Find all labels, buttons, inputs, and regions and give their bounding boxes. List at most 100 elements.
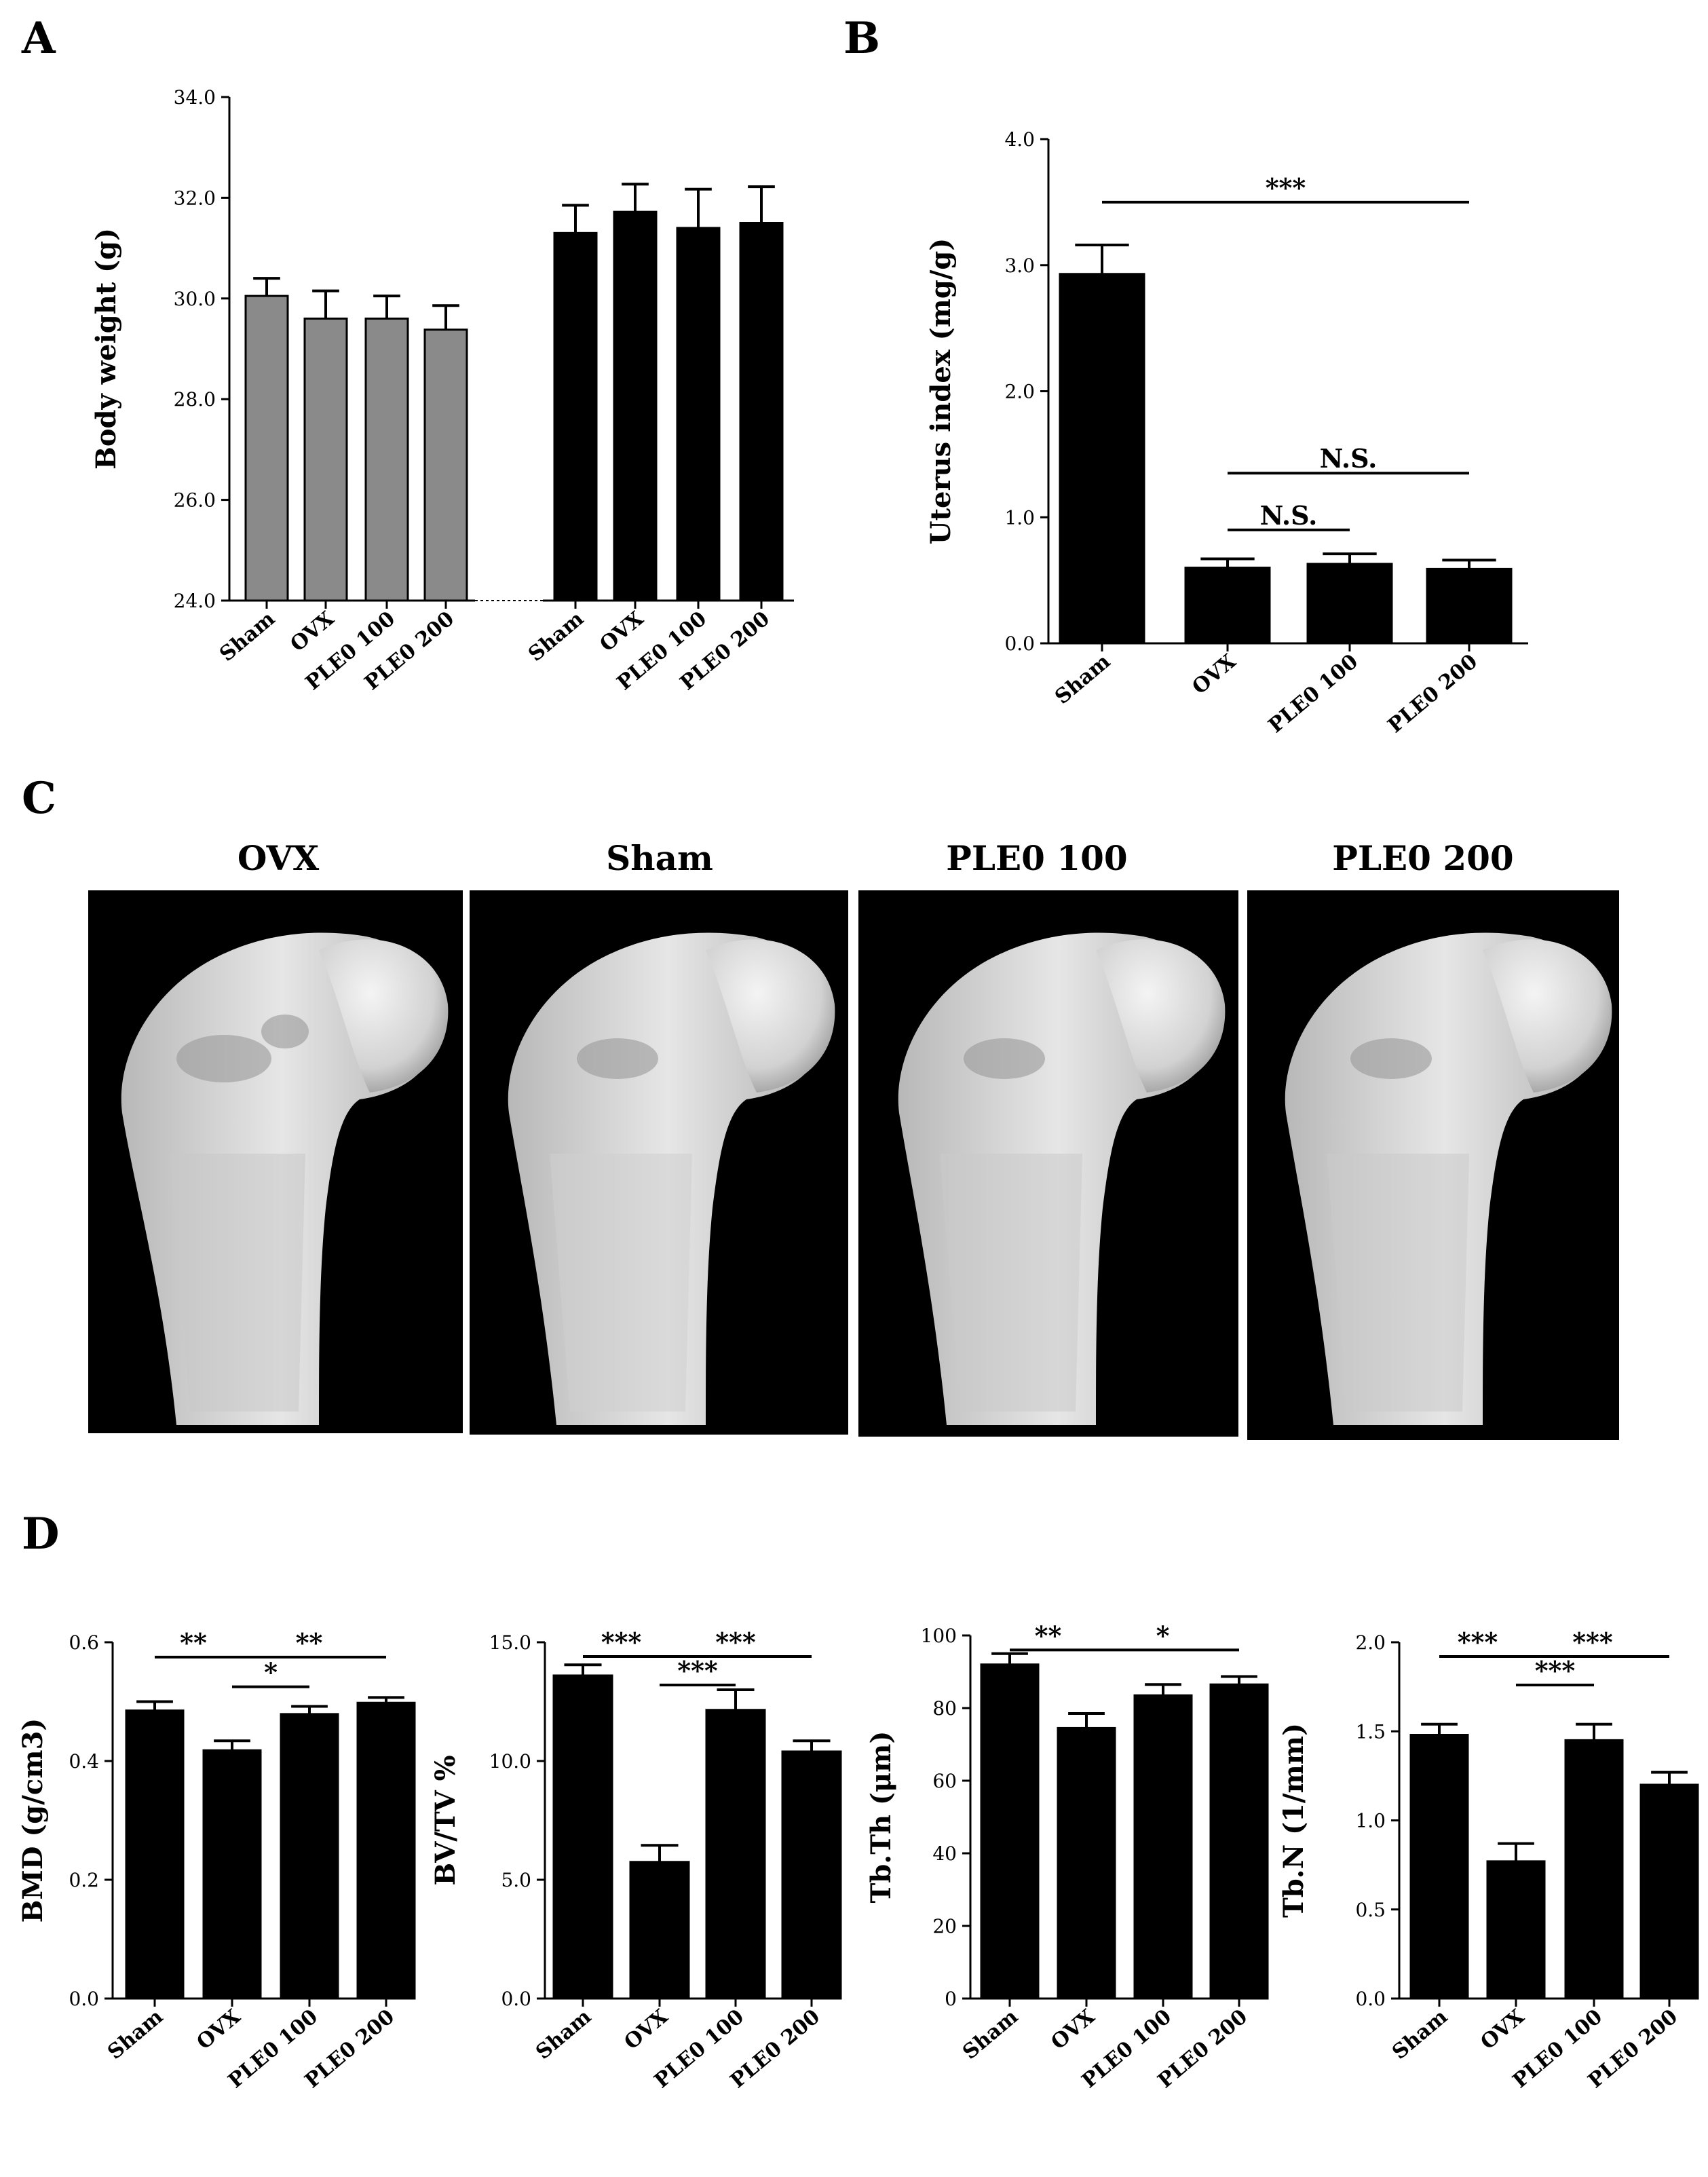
y-axis-title: Tb.Th (μm) <box>865 1731 897 1904</box>
y-axis-title: Uterus index (mg/g) <box>925 238 957 545</box>
bar-ovx <box>1486 1860 1546 2000</box>
y-tick-label: 40 <box>932 1842 957 1865</box>
bar-ple0-200 <box>356 1701 416 2000</box>
bar-ple0-100 <box>1133 1694 1193 2000</box>
bar-sham <box>980 1663 1040 2000</box>
category-label-sham: Sham <box>524 607 588 666</box>
y-tick-label: 0.0 <box>1355 1988 1386 2010</box>
significance-label: ** <box>296 1627 323 1658</box>
significance-label: N.S. <box>1320 443 1378 474</box>
panel-letter-b: B <box>843 13 880 64</box>
y-tick-label: 4.0 <box>1004 128 1035 151</box>
chart-uterus-index: 0.0 1.0 2.0 3.0 4.0 Uterus index (mg/g) Sham OV… <box>925 128 1528 738</box>
category-label-ovx: OVX <box>1476 2005 1529 2055</box>
y-tick-label: 32.0 <box>174 187 216 209</box>
bar-ple0-200 <box>1209 1683 1269 2000</box>
bar-ple0-200 <box>1426 567 1513 645</box>
category-label-ovx: OVX <box>192 2005 245 2055</box>
bar-sham <box>552 1674 613 2000</box>
significance-label: *** <box>1572 1627 1613 1657</box>
category-label-ovx: OVX <box>1046 2005 1099 2055</box>
bar-ple0-100 <box>705 1709 766 2000</box>
bar-sham <box>244 295 289 602</box>
y-tick-label: 1.0 <box>1355 1810 1386 1832</box>
significance-label: *** <box>677 1655 718 1686</box>
image-title-ple0-200: PLE0 200 <box>1332 838 1513 878</box>
category-label-sham: Sham <box>1388 2005 1452 2064</box>
category-label-ovx: OVX <box>1188 649 1240 700</box>
y-tick-label: 10.0 <box>489 1750 531 1773</box>
image-title-sham: Sham <box>606 838 713 878</box>
bar-sham <box>1409 1734 1469 2000</box>
bar-sham <box>553 231 598 602</box>
category-label-ovx: OVX <box>620 2005 672 2055</box>
significance-label: *** <box>1266 172 1306 203</box>
panel-letter-d: D <box>22 1509 60 1559</box>
panel-letter-a: A <box>21 13 56 64</box>
y-tick-label: 0.5 <box>1355 1899 1386 1921</box>
category-label-sham: Sham <box>103 2005 168 2064</box>
micro-ct-image-ple0-200 <box>1247 890 1619 1440</box>
y-tick-label: 3.0 <box>1004 254 1035 277</box>
y-tick-label: 0.0 <box>69 1988 99 2010</box>
y-tick-label: 80 <box>932 1697 957 1720</box>
bar-ovx <box>629 1861 690 2000</box>
bar-ple0-200 <box>739 222 784 602</box>
category-label-ple0-100: PLE0 100 <box>1264 649 1363 738</box>
y-tick-label: 26.0 <box>174 489 216 512</box>
y-tick-label: 0.0 <box>1004 632 1035 655</box>
bar-ple0-200 <box>423 328 468 602</box>
y-tick-label: 24.0 <box>174 590 216 612</box>
bar-sham <box>125 1709 185 2000</box>
micro-ct-image-ovx <box>88 890 463 1433</box>
micro-ct-image-ple0-100 <box>858 890 1238 1437</box>
category-label-sham: Sham <box>531 2005 596 2064</box>
bar-ovx <box>613 210 658 602</box>
category-label-sham: Sham <box>958 2005 1023 2064</box>
significance-label: *** <box>1458 1627 1498 1657</box>
bar-ovx <box>1057 1726 1116 2000</box>
bar-ple0-100 <box>1564 1739 1624 2000</box>
significance-label: * <box>1156 1620 1170 1650</box>
bar-ple0-200 <box>781 1750 842 2000</box>
category-label-sham: Sham <box>215 607 280 666</box>
y-tick-label: 2.0 <box>1004 381 1035 403</box>
significance-label: ** <box>180 1627 207 1658</box>
chart-body-weight: 24.0 26.0 28.0 30.0 32.0 34.0 Body weight (g) S… <box>90 86 794 695</box>
y-tick-label: 0.4 <box>69 1750 99 1773</box>
bar-sham <box>1059 273 1145 645</box>
bar-ovx <box>1184 567 1271 645</box>
image-title-ple0-100: PLE0 100 <box>946 838 1127 878</box>
significance-label: ** <box>1035 1620 1062 1650</box>
y-axis-title: BMD (g/cm3) <box>17 1718 49 1923</box>
y-tick-label: 60 <box>932 1770 957 1792</box>
y-tick-label: 0 <box>945 1988 957 2010</box>
category-label-ovx: OVX <box>595 607 648 657</box>
y-tick-label: 15.0 <box>489 1631 531 1654</box>
significance-label: *** <box>1535 1655 1576 1686</box>
category-label-ovx: OVX <box>286 607 339 657</box>
y-tick-label: 0.0 <box>501 1988 531 2010</box>
bar-ple0-100 <box>676 227 721 602</box>
image-title-ovx: OVX <box>238 838 319 878</box>
y-tick-label: 1.0 <box>1004 506 1035 529</box>
category-label-ple0-200: PLE0 200 <box>1384 649 1482 738</box>
y-tick-label: 5.0 <box>501 1869 531 1891</box>
y-tick-label: 28.0 <box>174 388 216 411</box>
bar-ple0-200 <box>1639 1783 1699 2000</box>
y-tick-label: 20 <box>932 1915 957 1937</box>
y-tick-label: 1.5 <box>1355 1720 1386 1743</box>
significance-label: *** <box>601 1627 642 1657</box>
bar-ple0-100 <box>1306 563 1393 645</box>
panel-letter-c: C <box>22 773 56 824</box>
bar-ple0-100 <box>280 1713 339 2000</box>
significance-label: *** <box>715 1627 756 1657</box>
y-tick-label: 30.0 <box>174 288 216 310</box>
bar-ovx <box>303 317 348 602</box>
y-axis-title: Tb.N (1/mm) <box>1278 1723 1310 1918</box>
